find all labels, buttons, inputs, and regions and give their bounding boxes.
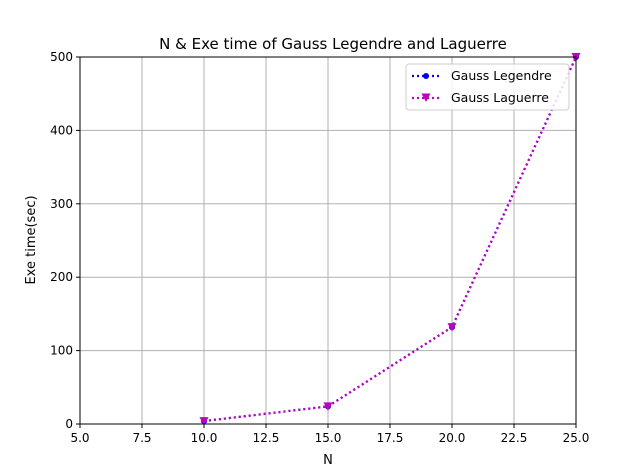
- data-point-gauss-laguerre: [199, 417, 209, 426]
- legend-marker-gauss-legendre: [423, 73, 429, 79]
- x-tick-label: 25.0: [563, 431, 590, 445]
- legend-label-gauss-legendre: Gauss Legendre: [451, 68, 552, 83]
- chart-title: N & Exe time of Gauss Legendre and Lague…: [159, 35, 507, 53]
- data-point-gauss-laguerre: [323, 402, 333, 411]
- y-tick-label: 500: [50, 50, 73, 64]
- legend: Gauss Legendre Gauss Laguerre: [405, 63, 570, 111]
- x-tick-label: 22.5: [501, 431, 528, 445]
- data-point-gauss-laguerre: [447, 323, 457, 332]
- x-axis-label: N: [323, 453, 333, 468]
- y-tick-label: 400: [50, 123, 73, 137]
- legend-marker-gauss-laguerre: [421, 93, 431, 102]
- y-tick-label: 300: [50, 197, 73, 211]
- x-tick-label: 20.0: [439, 431, 466, 445]
- y-tick-label: 0: [65, 417, 73, 431]
- y-tick-label: 100: [50, 344, 73, 358]
- x-tick-label: 7.5: [132, 431, 151, 445]
- x-tick-label: 17.5: [377, 431, 404, 445]
- legend-label-gauss-laguerre: Gauss Laguerre: [451, 90, 549, 105]
- legend-box: [405, 63, 570, 111]
- x-tick-label: 15.0: [315, 431, 342, 445]
- x-tick-label: 10.0: [191, 431, 218, 445]
- x-tick-label: 12.5: [253, 431, 280, 445]
- y-axis-label: Exe time(sec): [24, 195, 39, 284]
- axis-ticks: 5.0 7.5 10.0 12.5 15.0 17.5 20.0 22.5 25.0 0 100 20…: [50, 50, 589, 445]
- x-tick-label: 5.0: [70, 431, 89, 445]
- series-layer: [199, 53, 581, 426]
- y-tick-label: 200: [50, 270, 73, 284]
- series-line-gauss-laguerre: [203, 56, 577, 423]
